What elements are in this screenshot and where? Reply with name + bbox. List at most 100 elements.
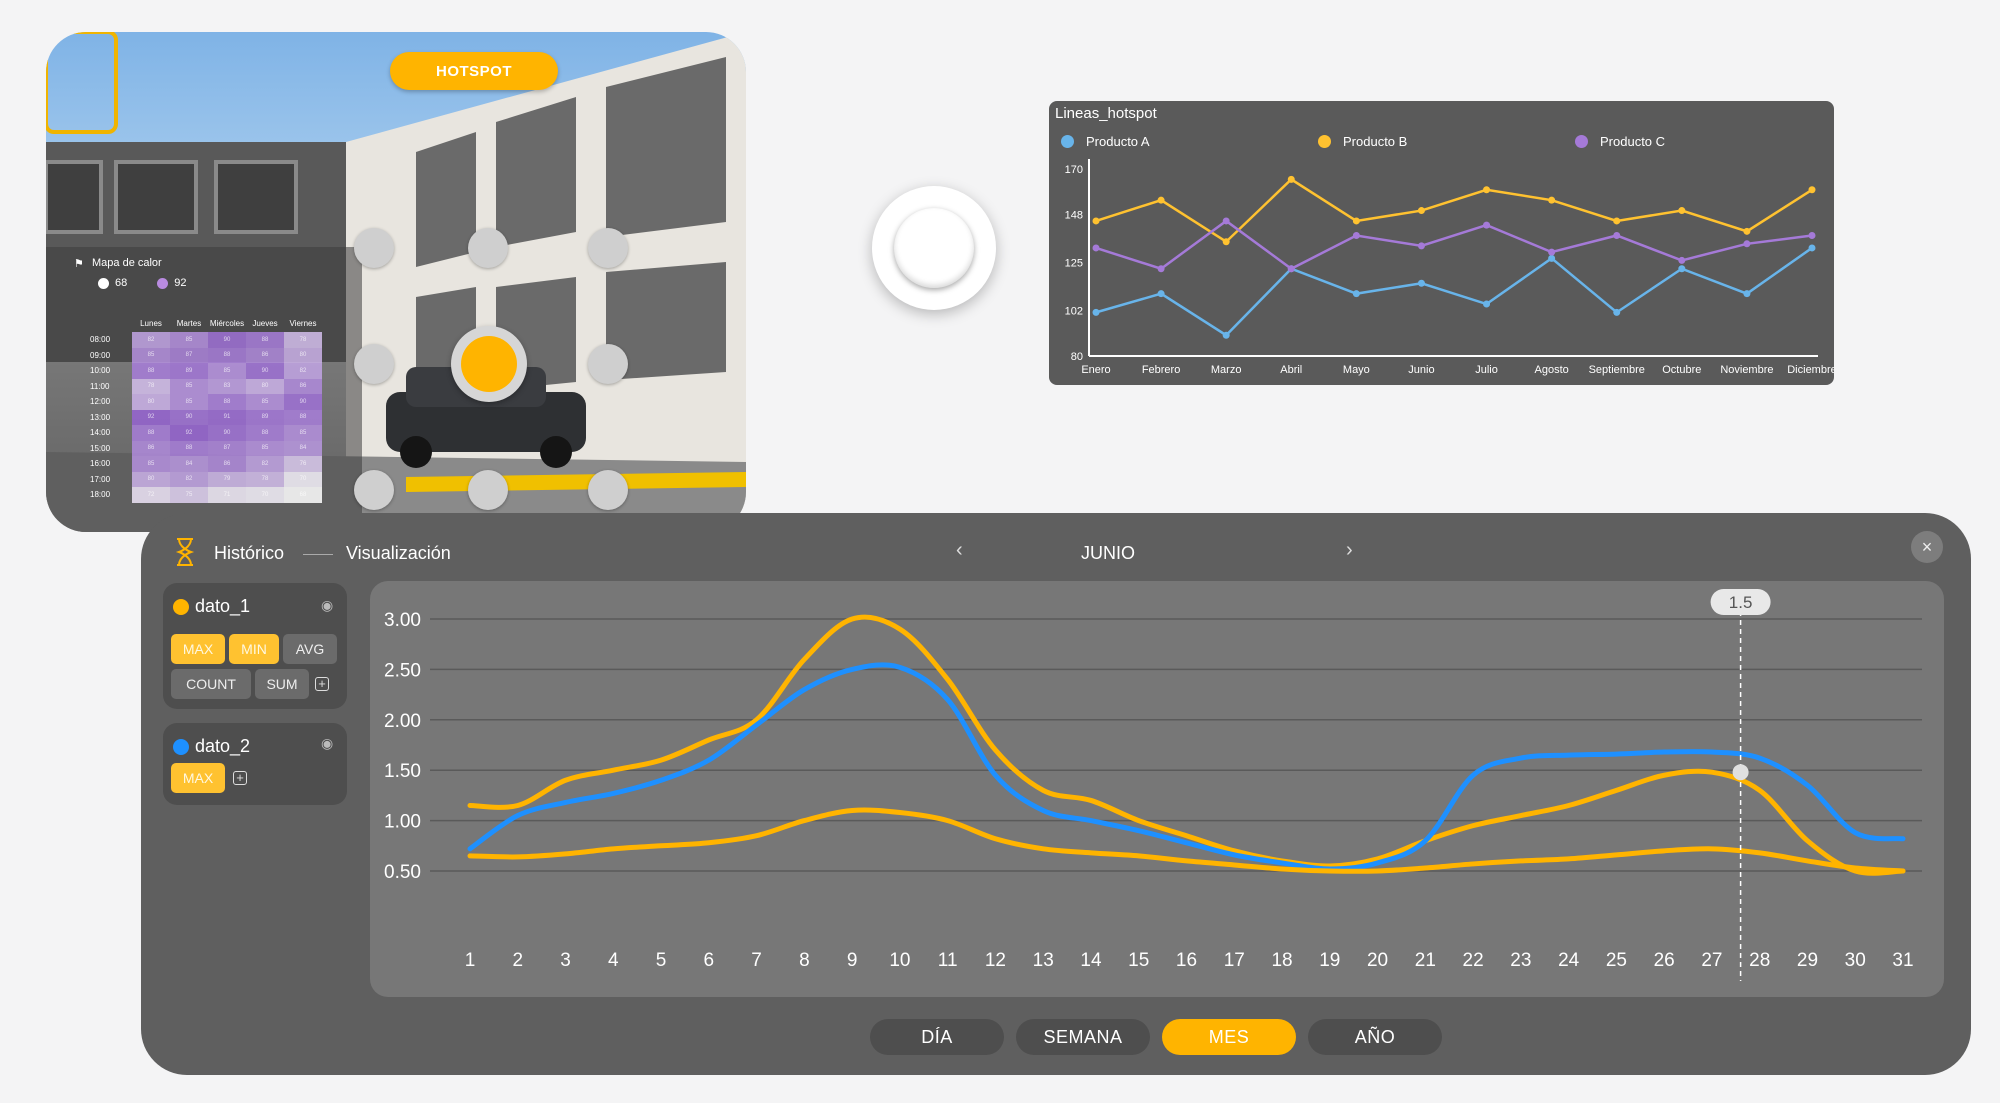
data-point xyxy=(1157,196,1165,204)
heatmap-cell: 82 xyxy=(284,363,322,379)
data-point xyxy=(1157,290,1165,298)
chip-max[interactable]: MAX xyxy=(171,634,225,664)
x-tick-label: 9 xyxy=(847,950,858,971)
x-tick-label: Octubre xyxy=(1662,364,1701,376)
x-tick-label: 23 xyxy=(1510,950,1531,971)
heatmap-cell: 78 xyxy=(132,378,170,394)
heatmap-cell: 86 xyxy=(208,456,246,472)
crosshair-marker xyxy=(1732,764,1749,781)
x-tick-label: Noviembre xyxy=(1720,364,1773,376)
hotspot-button[interactable]: HOTSPOT xyxy=(390,52,558,90)
x-tick-label: Septiembre xyxy=(1589,364,1645,376)
y-tick-label: 170 xyxy=(1065,164,1083,176)
heatmap-cell: 90 xyxy=(208,332,246,348)
x-tick-label: 13 xyxy=(1033,950,1054,971)
prev-month-button[interactable]: ‹ xyxy=(956,539,963,561)
heatmap-hour: 15:00 xyxy=(90,443,111,453)
gizmo-handle[interactable] xyxy=(588,228,628,268)
heatmap-grid: 82 85 90 88 78 85 87 88 86 80 88 89 85 90 82 78 85 83 80 86… xyxy=(132,332,322,503)
heatmap-cell: 87 xyxy=(170,347,208,363)
y-tick-label: 1.50 xyxy=(384,761,421,782)
tab-ano[interactable]: AÑO xyxy=(1308,1019,1442,1055)
heatmap-cell: 85 xyxy=(246,440,284,456)
gizmo-handle[interactable] xyxy=(354,344,394,384)
chip-min[interactable]: MIN xyxy=(229,634,279,664)
lines-hotspot-card: Lineas_hotspot Producto A Producto B Pro… xyxy=(1049,101,1834,385)
gizmo-handle[interactable] xyxy=(354,470,394,510)
heatmap-day: Jueves xyxy=(252,319,278,328)
flag-icon: ⚑ xyxy=(74,258,84,270)
legend-item-producto-c: Producto C xyxy=(1575,134,1832,149)
tab-semana[interactable]: SEMANA xyxy=(1016,1019,1150,1055)
hotspot-marker[interactable] xyxy=(451,326,527,402)
series-name: dato_1 xyxy=(195,596,251,616)
x-tick-label: 11 xyxy=(938,950,958,971)
heatmap-cell: 88 xyxy=(208,394,246,410)
series-color-dot xyxy=(173,739,189,755)
data-point xyxy=(1222,238,1230,246)
gizmo-handle[interactable] xyxy=(354,228,394,268)
gizmo-handle[interactable] xyxy=(588,470,628,510)
eye-icon[interactable]: ◉ xyxy=(321,597,334,613)
x-tick-label: 18 xyxy=(1271,950,1292,971)
tooltip-badge xyxy=(1710,589,1771,615)
dial-knob[interactable] xyxy=(872,186,996,310)
heatmap-hour: 14:00 xyxy=(90,428,111,437)
data-point xyxy=(1483,300,1491,308)
gizmo-handle[interactable] xyxy=(468,228,508,268)
heatmap-legend-max: 92 xyxy=(157,277,187,289)
heatmap-cell: 78 xyxy=(284,332,322,348)
heatmap-cell: 85 xyxy=(170,332,208,348)
eye-icon[interactable]: ◉ xyxy=(321,735,334,751)
next-month-button[interactable]: › xyxy=(1346,539,1353,561)
heatmap-cell: 78 xyxy=(246,471,284,487)
gizmo-handle[interactable] xyxy=(588,344,628,384)
y-tick-label: 2.00 xyxy=(384,711,421,732)
chip-max[interactable]: MAX xyxy=(171,763,225,793)
heatmap-hour: 13:00 xyxy=(90,412,111,422)
heatmap-cell: 70 xyxy=(284,471,322,487)
add-metric-icon[interactable]: + xyxy=(315,677,329,691)
x-tick-label: 22 xyxy=(1463,950,1484,971)
period-tabs: DÍA SEMANA MES AÑO xyxy=(870,1019,1442,1055)
x-tick-label: 3 xyxy=(560,950,571,971)
x-tick-label: 31 xyxy=(1892,950,1913,971)
y-tick-label: 0.50 xyxy=(384,862,421,883)
heatmap-day: Martes xyxy=(176,319,202,328)
chip-count[interactable]: COUNT xyxy=(171,669,251,699)
x-tick-label: 24 xyxy=(1558,950,1580,971)
x-tick-label: 17 xyxy=(1224,950,1245,971)
heatmap-cell: 88 xyxy=(246,332,284,348)
historic-chart[interactable]: 3.00 2.50 2.00 1.50 1.00 0.50 1 2 3 4 5 6 7 8 9 10 11 12 1… xyxy=(370,581,1944,997)
series-card-dato-2: dato_2 ◉ MAX + xyxy=(163,723,347,805)
x-tick-label: 29 xyxy=(1797,950,1818,971)
x-tick-label: 21 xyxy=(1415,950,1436,971)
heatmap-cell: 79 xyxy=(208,471,246,487)
x-tick-label: Febrero xyxy=(1142,364,1181,376)
data-point xyxy=(1352,217,1360,225)
tab-mes[interactable]: MES xyxy=(1162,1019,1296,1055)
x-tick-label: 26 xyxy=(1654,950,1675,971)
heatmap-cell: 92 xyxy=(170,425,208,441)
chip-sum[interactable]: SUM xyxy=(255,669,309,699)
y-tick-label: 1.00 xyxy=(384,812,421,833)
x-tick-label: 30 xyxy=(1845,950,1866,971)
gizmo-handle[interactable] xyxy=(468,470,508,510)
heatmap-cell: 71 xyxy=(208,487,246,503)
data-point xyxy=(1613,217,1621,225)
heatmap-cell: 88 xyxy=(208,347,246,363)
data-point xyxy=(1417,279,1425,287)
scene-viewport[interactable]: HOTSPOT ⚑ Mapa de calor 68 92 Lunes Marte… xyxy=(46,32,746,532)
close-icon[interactable]: × xyxy=(1911,531,1943,563)
heatmap-cell: 85 xyxy=(284,425,322,441)
series-name: dato_2 xyxy=(195,736,251,756)
tab-dia[interactable]: DÍA xyxy=(870,1019,1004,1055)
heatmap-panel: ⚑ Mapa de calor 68 92 Lunes Martes Miércol… xyxy=(46,247,362,532)
add-metric-icon[interactable]: + xyxy=(233,771,247,785)
heatmap-cell: 80 xyxy=(284,347,322,363)
y-tick-label: 2.50 xyxy=(384,660,421,681)
heatmap-cell: 70 xyxy=(246,487,284,503)
chip-avg[interactable]: AVG xyxy=(283,634,337,664)
data-point xyxy=(1808,244,1816,252)
data-point xyxy=(1092,308,1100,316)
